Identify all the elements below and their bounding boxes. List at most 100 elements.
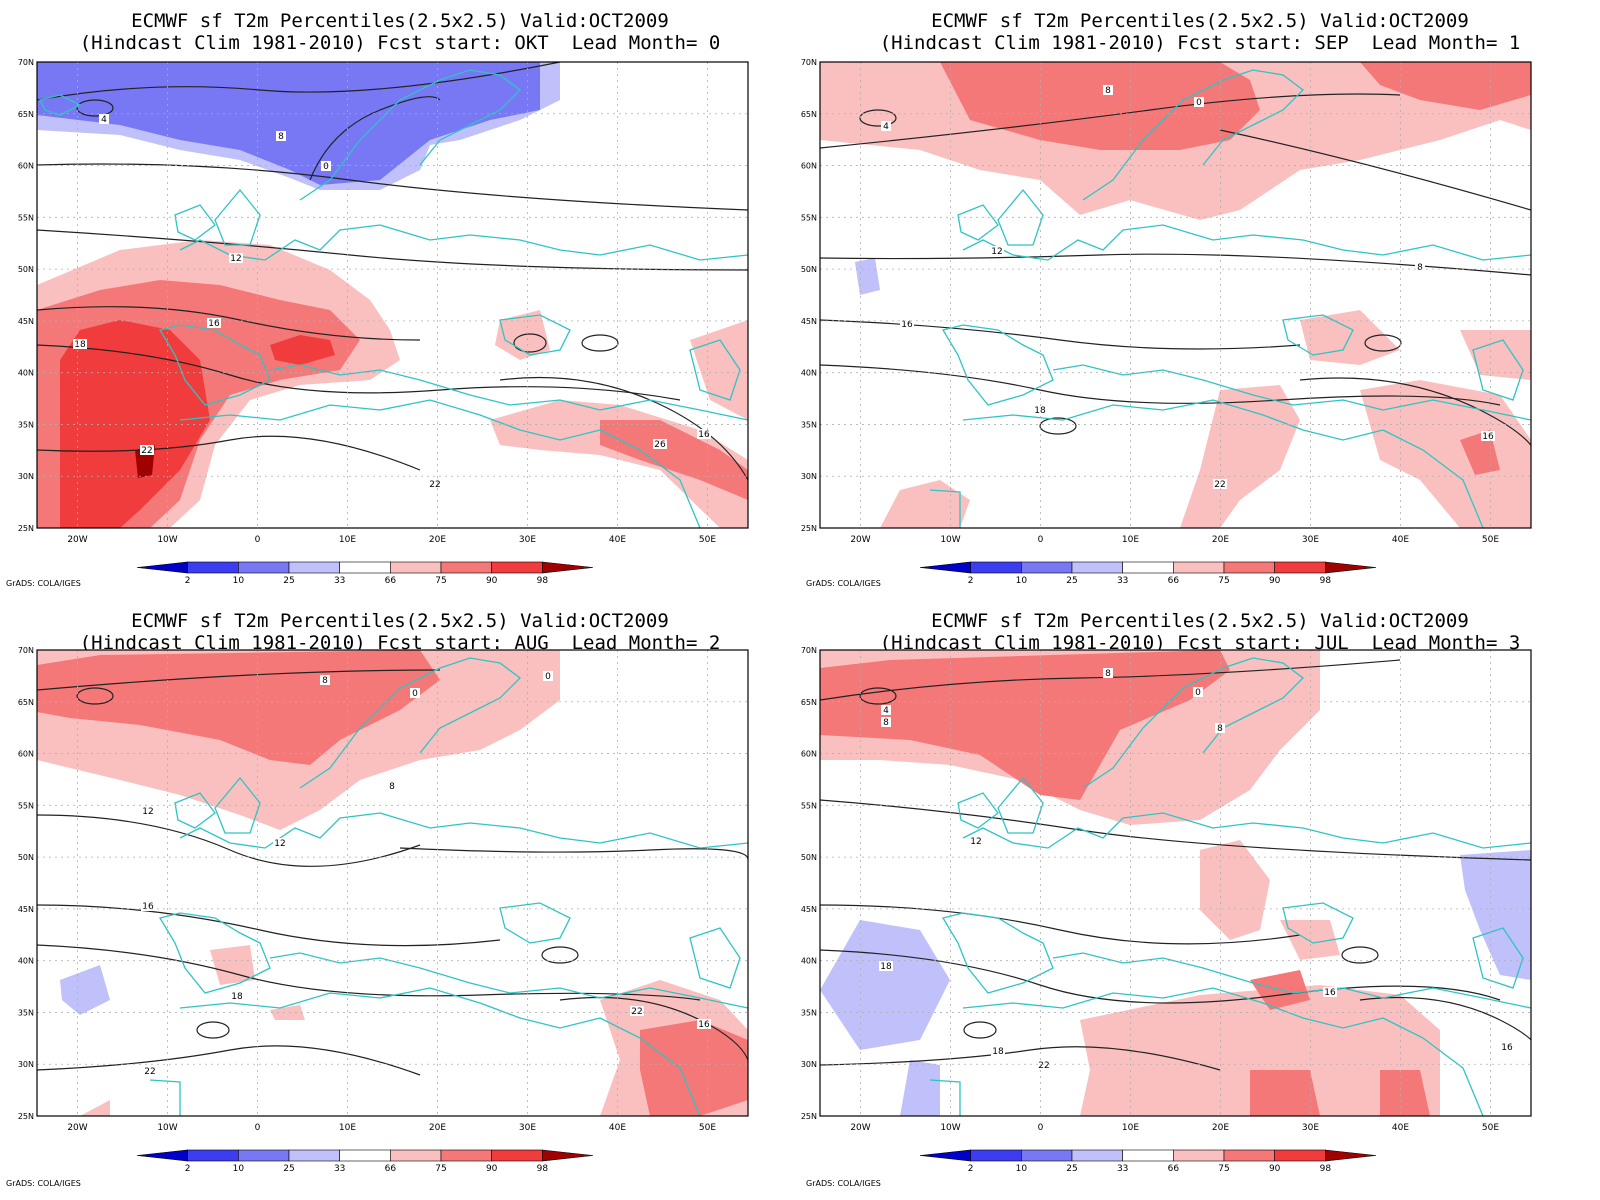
coastline — [957, 204, 999, 241]
lon-tick-label: 10W — [940, 535, 960, 545]
coastline — [1472, 927, 1524, 989]
coastline — [179, 224, 748, 261]
coastline — [149, 1079, 181, 1116]
colorbar: 2 10 25 33 66 75 90 98 — [136, 1149, 594, 1174]
contour-line — [37, 435, 421, 471]
colorbar-label: 75 — [1218, 576, 1229, 586]
lat-tick-label: 40N — [18, 369, 34, 378]
colorbar-label: 25 — [1066, 1164, 1077, 1174]
colorbar-segment — [919, 1149, 971, 1162]
contour-label: 12 — [274, 839, 285, 849]
coastlines — [149, 657, 748, 1116]
colorbar-label: 33 — [1117, 576, 1128, 586]
coastlines — [39, 69, 748, 528]
lon-tick-label: 50E — [699, 535, 716, 545]
contour-label: 18 — [74, 340, 86, 350]
shade-90 — [37, 650, 440, 765]
colorbar-segment — [970, 561, 1022, 574]
map-figure: 4 0 8 12 16 18 22 26 16 22 20W 10W 0 10E 20E… — [18, 58, 749, 586]
lon-tick-label: 20W — [67, 1123, 87, 1133]
lat-tick-label: 70N — [18, 646, 34, 655]
coastline — [962, 399, 1384, 441]
contour-label: 16 — [208, 319, 220, 329]
shade-75 — [80, 1100, 110, 1116]
contour-labels: 8 0 0 8 12 12 16 18 22 22 16 — [141, 671, 711, 1077]
panel-title-line-2: (Hindcast Clim 1981-2010) Fcst start: OK… — [79, 32, 721, 54]
lat-tick-label: 70N — [801, 646, 817, 655]
colorbar-label: 75 — [435, 576, 446, 586]
panel-title-line-1: ECMWF sf T2m Percentiles(2.5x2.5) Valid:… — [131, 10, 669, 32]
contour-line — [1341, 946, 1379, 964]
contour-line — [820, 949, 1501, 1004]
colorbar-segment — [1223, 1149, 1275, 1162]
colorbar-segment — [1021, 1149, 1073, 1162]
colorbar-segment — [919, 561, 971, 574]
shade-75 — [880, 480, 970, 528]
colorbar-label: 25 — [1066, 576, 1077, 586]
lon-tick-label: 30E — [519, 535, 536, 545]
lon-tick-label: 0 — [255, 535, 261, 545]
lon-tick-label: 50E — [699, 1123, 716, 1133]
colorbar-segment — [187, 561, 239, 574]
contour-label: 18 — [992, 1047, 1004, 1057]
colorbar-segment — [491, 561, 543, 574]
shade-75 — [1200, 840, 1270, 940]
map-frame: 20W 10W 0 10E 20E 30E 40E 50E 70N 65N 60N 55N 50N 45N… — [801, 646, 1532, 1174]
lat-tick-label: 65N — [18, 110, 34, 119]
contour-label: 16 — [1324, 988, 1336, 998]
lon-tick-label: 40E — [609, 1123, 626, 1133]
shade-75 — [1180, 385, 1300, 528]
colorbar: 2 10 25 33 66 75 90 98 — [919, 561, 1377, 586]
contour-line — [37, 163, 748, 211]
lat-tick-label: 45N — [801, 905, 817, 914]
colorbar-label: 33 — [334, 1164, 345, 1174]
shade-75 — [270, 1005, 305, 1020]
lat-tick-label: 60N — [801, 750, 817, 759]
coastline — [499, 314, 571, 356]
colorbar-label: 10 — [233, 1164, 245, 1174]
contour-label: 18 — [231, 992, 243, 1002]
shade-75 — [1080, 985, 1440, 1116]
contour-line — [1299, 377, 1531, 480]
contour-line — [820, 1046, 1221, 1071]
lat-tick-label: 35N — [801, 1008, 817, 1017]
contour-line — [513, 333, 547, 353]
colorbar-label: 98 — [1320, 1164, 1332, 1174]
contour-line — [37, 814, 421, 867]
lat-tick-label: 55N — [801, 213, 817, 222]
map-border — [36, 61, 749, 529]
colorbar-label: 33 — [1117, 1164, 1128, 1174]
contour-line — [37, 944, 701, 1001]
contour-label: 8 — [389, 782, 395, 792]
colorbar-label: 98 — [537, 1164, 549, 1174]
lat-tick-label: 30N — [18, 472, 34, 481]
coastline — [962, 812, 1531, 849]
lat-tick-label: 50N — [18, 853, 34, 862]
lat-tick-label: 50N — [801, 853, 817, 862]
lat-tick-label: 60N — [801, 162, 817, 171]
lon-tick-label: 10W — [157, 1123, 177, 1133]
lat-tick-label: 30N — [801, 1060, 817, 1069]
contour-line — [963, 1021, 997, 1039]
colorbar-label: 2 — [968, 576, 974, 586]
contour-label: 0 — [545, 672, 551, 682]
colorbar-label: 90 — [1269, 1164, 1281, 1174]
contour-line — [37, 62, 561, 101]
lat-tick-label: 65N — [801, 110, 817, 119]
colorbar-label: 10 — [233, 576, 245, 586]
grads-credit: GrADS: COLA/IGES — [806, 1179, 881, 1188]
contour-labels: 4 8 8 0 8 12 18 18 22 16 16 — [879, 668, 1514, 1071]
contour-line — [76, 99, 114, 117]
contour-line — [820, 904, 1301, 945]
lon-tick-label: 20E — [429, 1123, 446, 1133]
lat-tick-label: 70N — [801, 58, 817, 67]
lon-tick-label: 40E — [1392, 535, 1409, 545]
contour-label: 0 — [1195, 688, 1201, 698]
lon-tick-label: 40E — [609, 535, 626, 545]
shade-90 — [1380, 1070, 1430, 1116]
contour-label: 8 — [883, 718, 889, 728]
percentile-shading — [37, 650, 748, 1116]
coastline — [269, 364, 748, 421]
coastline — [1282, 314, 1354, 356]
colorbar-segment — [238, 561, 290, 574]
